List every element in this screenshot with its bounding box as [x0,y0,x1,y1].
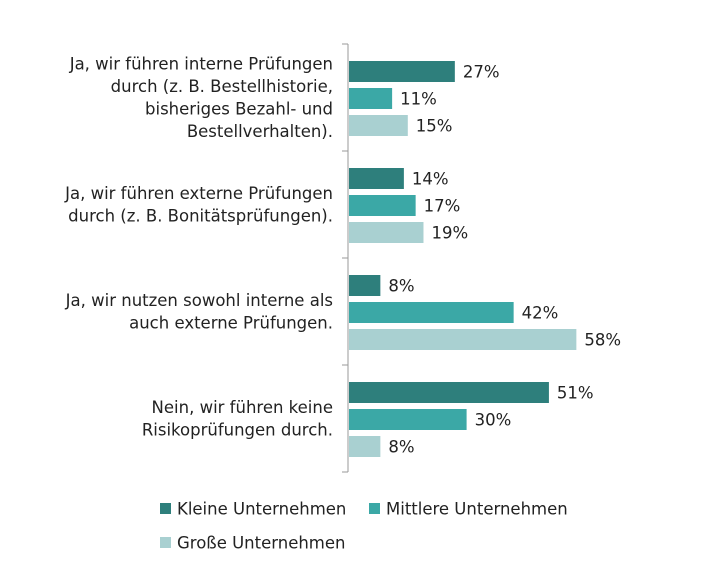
category-labels: Ja, wir führen interne Prüfungen durch (z… [64,55,333,440]
legend-label: Kleine Unternehmen [177,500,346,519]
bar [349,61,455,82]
category-label: Ja, wir führen interne Prüfungen durch (z… [69,55,333,141]
legend-label: Große Unternehmen [177,534,346,553]
data-label: 19% [431,223,468,242]
bar [349,115,408,136]
data-label: 11% [400,89,437,108]
data-label: 17% [424,196,461,215]
data-label: 15% [416,116,453,135]
category-label-line: durch (z. B. Bonitätsprüfungen). [68,207,333,226]
bar [349,222,424,243]
category-separator-ticks [342,43,348,473]
bars [349,61,577,457]
data-label: 58% [584,330,621,349]
legend-swatch [160,503,171,514]
legend-swatch [160,537,171,548]
category-label-line: Nein, wir führen keine [152,398,333,417]
category-label-line: Ja, wir nutzen sowohl interne als [65,291,333,310]
data-label: 51% [557,383,594,402]
category-label: Ja, wir führen externe Prüfungen durch (z… [64,184,333,226]
data-label: 8% [388,437,414,456]
bar [349,436,381,457]
category-label-line: auch externe Prüfungen. [129,314,333,333]
category-label: Ja, wir nutzen sowohl interne als auch ex… [65,291,333,333]
legend-swatch [369,503,380,514]
data-label: 42% [522,303,559,322]
category-label: Nein, wir führen keine Risikoprüfungen du… [142,398,333,440]
legend: Kleine Unternehmen Mittlere Unternehmen Gr… [160,500,568,553]
legend-item: Mittlere Unternehmen [369,500,568,519]
category-label-line: durch (z. B. Bestellhistorie, [111,77,333,96]
bar [349,275,381,296]
category-label-line: Bestellverhalten). [187,122,333,141]
data-label: 8% [388,276,414,295]
legend-item: Kleine Unternehmen [160,500,346,519]
bar [349,409,467,430]
legend-item: Große Unternehmen [160,534,346,553]
category-label-line: Risikoprüfungen durch. [142,421,333,440]
category-label-line: bisheriges Bezahl- und [145,100,333,119]
category-label-line: Ja, wir führen externe Prüfungen [64,184,333,203]
data-labels: 27% 11% 15% 14% 17% 19% 8% 42% 58% 51% 30% 8% [388,62,621,456]
data-label: 14% [412,169,449,188]
bar [349,168,404,189]
bar [349,329,577,350]
data-label: 30% [475,410,512,429]
bar [349,88,393,109]
category-label-line: Ja, wir führen interne Prüfungen [69,55,333,74]
data-label: 27% [463,62,500,81]
bar [349,382,549,403]
bar [349,302,514,323]
bar [349,195,416,216]
legend-label: Mittlere Unternehmen [386,500,568,519]
